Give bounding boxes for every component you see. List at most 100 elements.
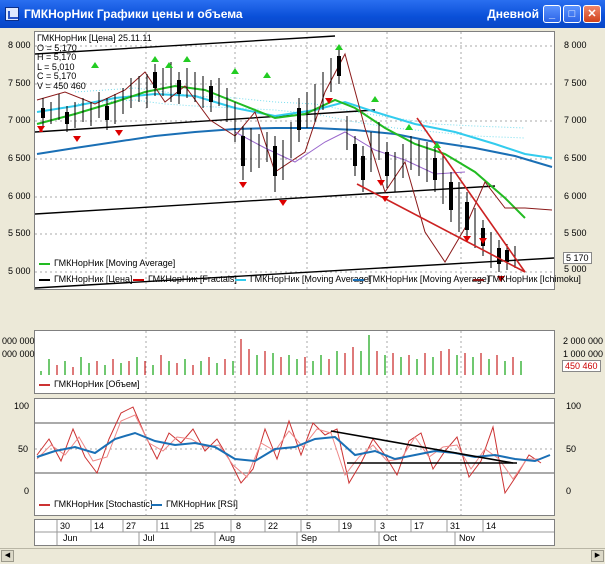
legend-swatch <box>39 278 50 281</box>
down-fractals <box>37 98 505 282</box>
close-button[interactable]: ✕ <box>583 5 601 23</box>
date-month: Nov <box>459 533 476 543</box>
date-day: 27 <box>126 521 137 531</box>
date-month: Sep <box>301 533 318 543</box>
stochastic-line <box>36 406 542 495</box>
volume-y-tick: 000 000 <box>2 349 35 359</box>
date-day: 14 <box>94 521 105 531</box>
oscillator-gridlines <box>35 399 554 515</box>
date-day: 30 <box>60 521 71 531</box>
date-month: Oct <box>383 533 398 543</box>
y-tick: 7 500 <box>8 78 31 88</box>
date-day: 14 <box>486 521 497 531</box>
price-info-box: ГМКНорНик [Цена] 25.11.11 O = 5,170 H = … <box>37 33 152 91</box>
last-volume-tag: 450 460 <box>562 360 601 372</box>
scroll-right-icon[interactable]: ▶ <box>591 550 604 562</box>
oscillator-panel[interactable]: ГМКНорНик [Stochastic] ГМКНорНик [RSI] <box>34 398 555 516</box>
legend-item[interactable]: ГМКНорНик [Moving Average] <box>235 274 371 284</box>
y-tick: 5 500 <box>8 228 31 238</box>
maximize-icon: □ <box>568 8 576 20</box>
legend-label: ГМКНорНик [Fractals] <box>148 274 237 284</box>
info-close: C = 5,170 <box>37 71 77 81</box>
date-day: 5 <box>306 521 312 531</box>
oscillator-trendlines <box>330 430 517 464</box>
price-legend: ГМКНорНик [Moving Average] ГМКНорНик [Це… <box>35 254 581 288</box>
date-day: 8 <box>236 521 242 531</box>
volume-gridlines <box>145 331 462 393</box>
legend-label: ГМКНорНик [Ichimoku] <box>488 274 581 284</box>
legend-swatch <box>39 503 50 506</box>
info-volume: V = 450 460 <box>37 80 86 91</box>
legend-item[interactable]: ГМКНорНик [Fractals] <box>133 274 237 284</box>
osc-y-tick: 50 <box>566 444 577 454</box>
volume-y-tick: 1 000 000 <box>563 349 604 359</box>
y-tick: 5 000 <box>8 266 31 276</box>
y-tick: 6 500 <box>8 153 31 163</box>
info-header: ГМКНорНик [Цена] 25.11.11 <box>37 33 152 43</box>
date-day: 22 <box>268 521 279 531</box>
price-candle-bodies <box>41 56 509 264</box>
chart-app-icon <box>5 7 19 21</box>
period-label[interactable]: Дневной <box>487 7 539 21</box>
date-day: 25 <box>194 521 205 531</box>
osc-y-tick: 100 <box>14 401 30 411</box>
date-day: 3 <box>380 521 386 531</box>
title-bar: ГМКНорНик Графики цены и объема Дневной … <box>0 0 605 28</box>
ma-blue-line <box>36 127 553 168</box>
close-icon: ✕ <box>587 8 597 20</box>
volume-bars <box>40 335 522 375</box>
legend-label: ГМКНорНик [Moving Average] <box>250 274 372 284</box>
info-open: O = 5,170 <box>37 42 77 53</box>
legend-label: ГМКНорНик [Объем] <box>54 379 140 389</box>
trend-channels <box>35 35 554 289</box>
volume-panel[interactable]: ГМКНорНик [Объем] <box>34 330 555 394</box>
legend-label: ГМКНорНик [Цена] <box>54 274 133 284</box>
y-tick: 6 500 <box>564 153 587 163</box>
legend-swatch <box>235 278 246 281</box>
y-tick: 7 000 <box>8 115 31 125</box>
osc-y-tick: 0 <box>566 486 572 496</box>
y-tick: 6 000 <box>564 191 587 201</box>
y-tick: 6 000 <box>8 191 31 201</box>
date-axis-svg <box>35 520 554 545</box>
date-month: Aug <box>219 533 236 543</box>
legend-item[interactable]: ГМКНорНик [Moving Average] <box>353 274 489 284</box>
stochastic-signal-line <box>36 414 541 480</box>
info-low: L = 5,010 <box>37 61 75 72</box>
date-month: Jun <box>63 533 78 543</box>
legend-label: ГМКНорНик [RSI] <box>166 499 238 509</box>
legend-item[interactable]: ГМКНорНик [Объем] <box>39 379 140 389</box>
date-day: 17 <box>414 521 425 531</box>
osc-y-tick: 100 <box>566 401 582 411</box>
legend-label: ГМКНорНик [Moving Average] <box>54 258 176 268</box>
volume-chart-svg <box>40 331 522 393</box>
legend-swatch <box>353 278 364 281</box>
legend-item[interactable]: ГМКНорНик [Moving Average] <box>39 258 175 268</box>
minimize-button[interactable]: _ <box>543 5 561 23</box>
date-day: 31 <box>450 521 461 531</box>
horizontal-scrollbar[interactable]: ◀ ▶ <box>0 548 605 563</box>
ichimoku-cloud <box>74 87 526 139</box>
legend-item[interactable]: ГМКНорНик [Stochastic] <box>39 499 152 509</box>
osc-y-tick: 0 <box>24 486 30 496</box>
legend-item[interactable]: ГМКНорНик [RSI] <box>151 499 238 509</box>
legend-swatch <box>473 278 484 281</box>
y-tick: 7 500 <box>564 78 587 88</box>
up-fractals <box>91 44 441 148</box>
legend-swatch <box>151 503 162 506</box>
minimize-icon: _ <box>548 8 556 20</box>
price-panel[interactable]: ГМКНорНик [Цена] 25.11.11 O = 5,170 H = … <box>34 31 581 290</box>
volume-y-tick: 2 000 000 <box>563 336 604 346</box>
scroll-left-icon[interactable]: ◀ <box>1 550 14 562</box>
legend-item[interactable]: ГМКНорНик [Цена] <box>39 274 133 284</box>
date-axis: 30 14 27 11 25 8 22 5 19 3 17 31 14 Jun … <box>34 519 555 546</box>
osc-y-tick: 50 <box>18 444 29 454</box>
date-day: 11 <box>160 521 170 531</box>
last-price-tag: 5 170 <box>563 252 592 264</box>
price-gridlines <box>35 32 554 289</box>
legend-item[interactable]: ГМКНорНик [Ichimoku] <box>473 274 581 284</box>
oscillator-chart-svg <box>35 399 554 515</box>
date-axis-ticks <box>56 520 484 545</box>
legend-label: ГМКНорНик [Stochastic] <box>54 499 153 509</box>
maximize-button[interactable]: □ <box>563 5 581 23</box>
